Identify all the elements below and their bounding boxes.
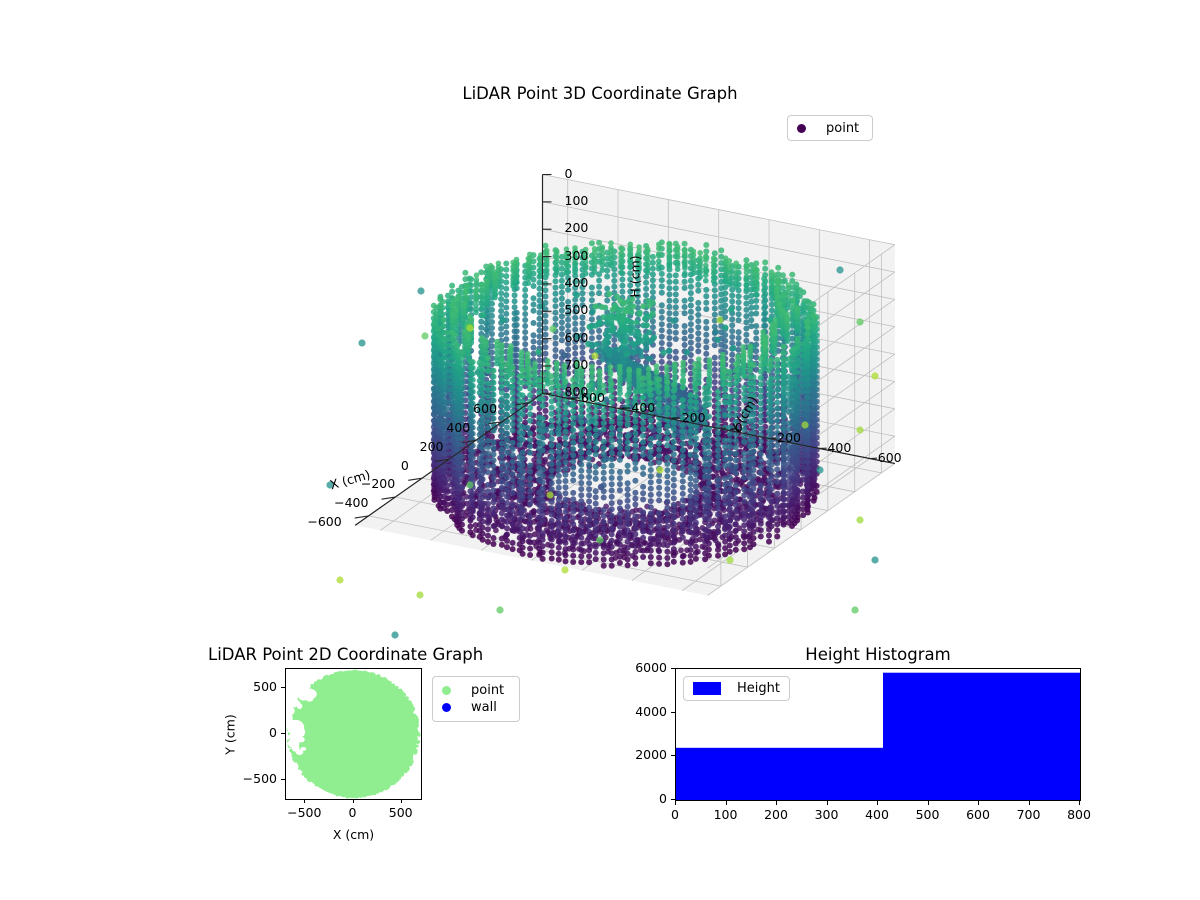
histogram-xtick-4: 400 — [865, 807, 889, 822]
histogram-xtickmark-3 — [826, 801, 828, 805]
point-marker-icon — [797, 123, 806, 133]
legend-label-point: point — [826, 120, 860, 136]
chart2d-yaxis-label: Y (cm) — [222, 714, 238, 755]
chart3d-ytick-3: 0 — [734, 419, 743, 435]
chart3d-xtick-1: −400 — [334, 495, 369, 511]
chart3d-xtick-0: −600 — [307, 514, 342, 530]
chart3d-ztick-1: 100 — [564, 192, 589, 208]
chart3d-ztick-8: 800 — [564, 384, 589, 400]
histogram-xtick-7: 700 — [1016, 807, 1041, 822]
chart3d-ztick-0: 0 — [564, 165, 573, 181]
chart3d-legend[interactable]: point — [787, 115, 873, 141]
wall-marker-icon — [442, 703, 451, 712]
legend-label-point: point — [471, 683, 505, 698]
chart3d-zaxis-label: H (cm) — [627, 255, 642, 299]
histogram-ytickmark-0 — [671, 799, 675, 800]
chart2d-legend[interactable]: point wall — [432, 676, 520, 722]
chart3d-title: LiDAR Point 3D Coordinate Graph — [462, 84, 738, 103]
histogram-ytick-1: 2000 — [635, 747, 667, 763]
chart3d-xtick-2: −200 — [360, 476, 396, 492]
chart2d-ytickmark-0 — [281, 779, 285, 781]
histogram-ytick-0: 0 — [659, 791, 667, 806]
chart3d-xtick-4: 200 — [419, 438, 444, 454]
chart3d-ztick-6: 600 — [564, 329, 589, 345]
histogram-xtick-8: 800 — [1067, 807, 1091, 822]
chart3d-ztick-7: 700 — [564, 356, 589, 372]
histogram-title: Height Histogram — [805, 645, 951, 664]
chart2d-ytick-0: −500 — [242, 771, 277, 787]
histogram-xtickmark-5 — [927, 801, 929, 805]
histogram-xtickmark-1 — [725, 801, 727, 805]
histogram-xtick-2: 200 — [764, 807, 788, 822]
chart3d-ytick-0: −600 — [570, 389, 605, 405]
histogram-xtick-0: 0 — [671, 807, 679, 822]
histogram-xtick-3: 300 — [814, 807, 839, 822]
histogram-ytickmark-1 — [671, 755, 675, 757]
chart3d-ztick-4: 400 — [564, 274, 589, 290]
histogram-xtick-1: 100 — [713, 807, 738, 822]
histogram-xtickmark-7 — [1028, 801, 1030, 805]
histogram-ytickmark-3 — [671, 668, 675, 669]
legend-item-point: point — [797, 121, 863, 136]
chart2d-ytickmark-2 — [281, 686, 285, 688]
histogram-xtickmark-4 — [877, 801, 878, 805]
height-patch-icon — [693, 682, 721, 695]
chart2d-xtick-2: 500 — [388, 805, 413, 820]
histogram-ytick-2: 4000 — [635, 703, 667, 719]
chart2d-ytick-2: 500 — [253, 678, 277, 694]
chart3d-xtick-5: 400 — [446, 419, 471, 435]
lidar-2d-axes[interactable] — [285, 668, 422, 800]
histogram-xtickmark-0 — [675, 801, 676, 805]
legend-item-height: Height — [693, 681, 780, 696]
chart3d-ytick-1: −400 — [620, 399, 656, 415]
lidar-3d-axes[interactable] — [300, 140, 960, 640]
chart3d-ztick-2: 200 — [564, 220, 589, 236]
chart3d-ytick-4: 200 — [777, 429, 801, 445]
histogram-ytick-3: 6000 — [635, 660, 667, 675]
chart3d-ztick-5: 500 — [564, 302, 589, 318]
histogram-xtick-5: 500 — [915, 807, 940, 822]
chart3d-xtick-6: 600 — [473, 401, 498, 417]
histogram-xtick-6: 600 — [966, 807, 990, 822]
chart2d-xtick-0: −500 — [287, 805, 322, 820]
histogram-xtickmark-2 — [776, 801, 777, 805]
chart2d-ytick-1: 0 — [269, 725, 277, 740]
legend-label-height: Height — [737, 681, 780, 696]
legend-label-wall: wall — [471, 700, 497, 715]
chart3d-xtick-3: 0 — [400, 457, 409, 473]
legend-item-wall: wall — [442, 699, 510, 716]
chart2d-xtick-1: 0 — [348, 805, 357, 820]
point-marker-icon — [442, 686, 451, 695]
histogram-ytickmark-2 — [671, 711, 675, 713]
chart2d-ytickmark-1 — [281, 733, 285, 734]
histogram-legend[interactable]: Height — [683, 676, 790, 701]
chart2d-xtickmark-1 — [352, 799, 354, 803]
chart2d-xaxis-label: X (cm) — [332, 827, 375, 842]
chart3d-ztick-3: 300 — [564, 247, 589, 263]
chart2d-xtickmark-2 — [400, 799, 402, 803]
chart2d-xtickmark-0 — [304, 799, 306, 803]
histogram-xtickmark-8 — [1079, 801, 1080, 805]
chart2d-title: LiDAR Point 2D Coordinate Graph — [208, 645, 484, 664]
chart3d-ytick-6: 600 — [877, 450, 902, 466]
histogram-xtickmark-6 — [978, 801, 979, 805]
legend-item-point: point — [442, 682, 510, 699]
chart3d-ytick-5: 400 — [827, 440, 852, 455]
chart3d-ytick-2: −200 — [671, 409, 706, 425]
